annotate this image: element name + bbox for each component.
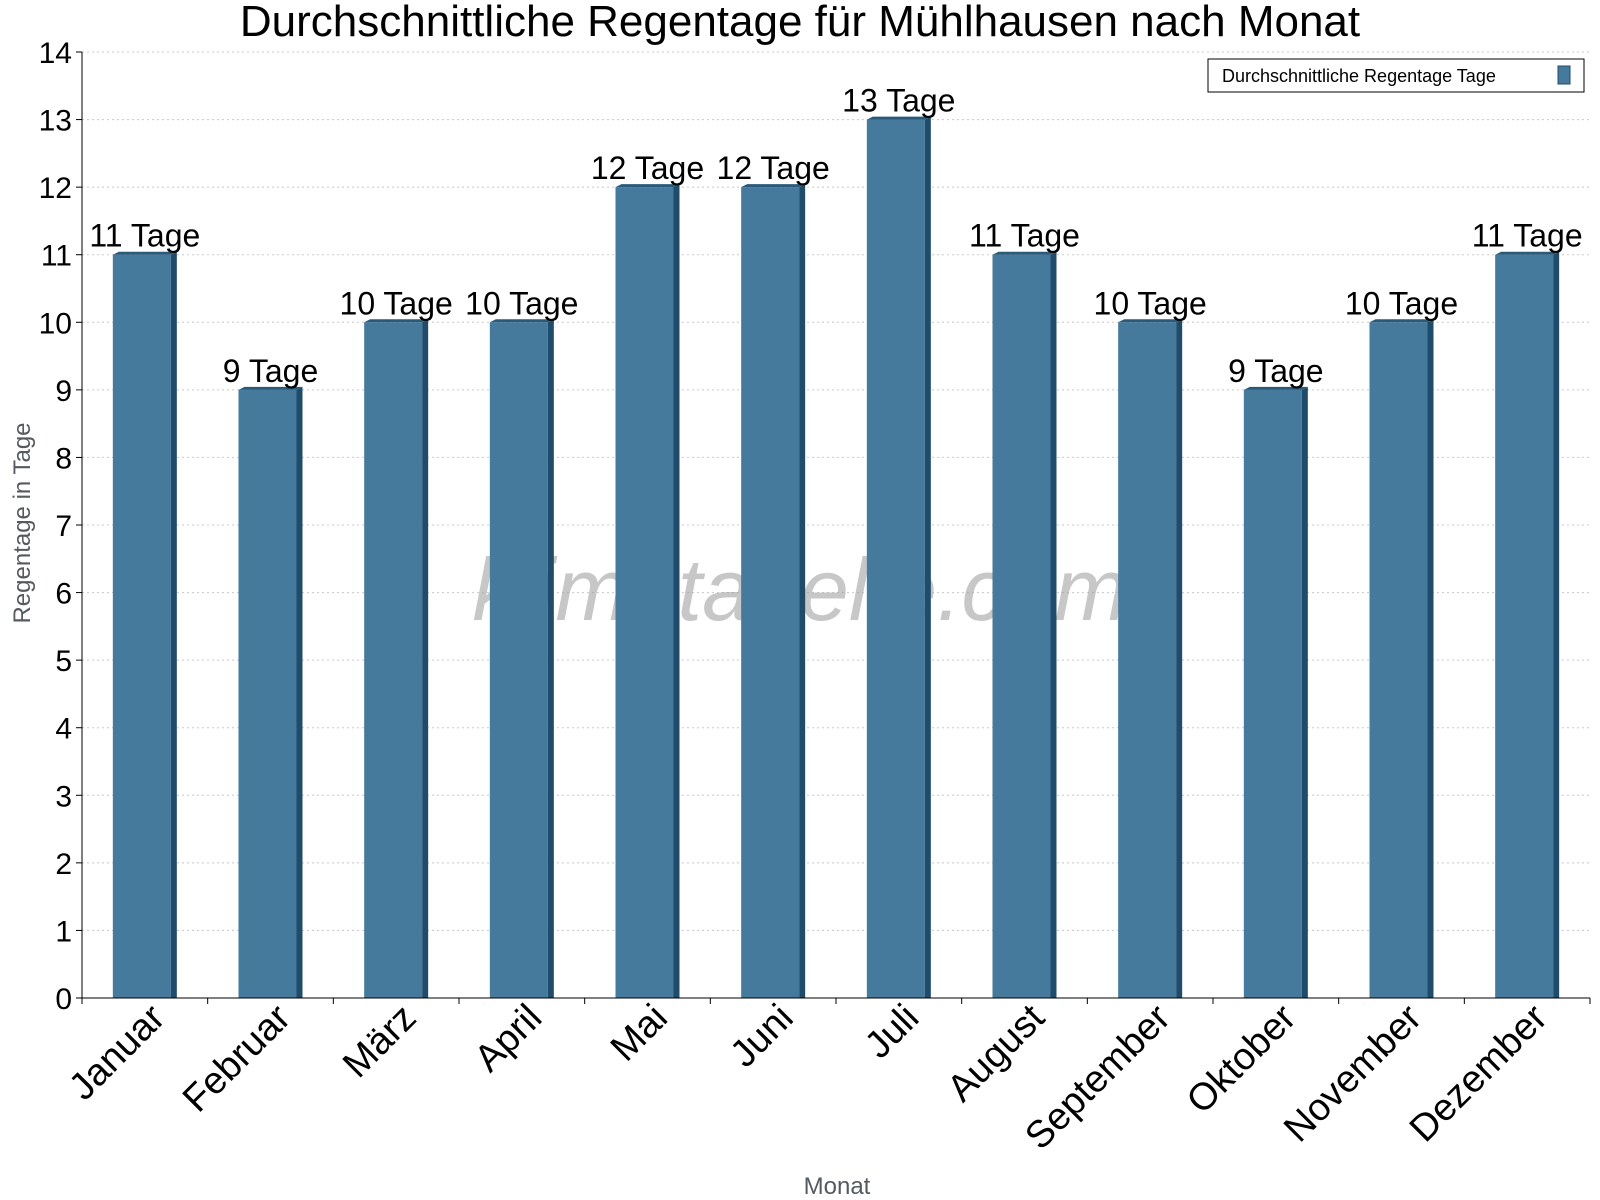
bar (1495, 251, 1560, 998)
bar (489, 319, 554, 998)
bar-top (741, 184, 806, 188)
y-tick-label: 8 (55, 442, 72, 475)
data-label: 10 Tage (465, 285, 578, 321)
bar (112, 251, 177, 998)
legend: Durchschnittliche Regentage Tage (1207, 58, 1585, 93)
bar-top (489, 319, 554, 323)
data-label: 9 Tage (1228, 353, 1324, 389)
bar-side (422, 319, 429, 998)
x-tick-label: Mai (603, 997, 676, 1070)
y-tick-label: 5 (55, 645, 72, 678)
bar (238, 386, 303, 998)
chart-title: Durchschnittliche Regentage für Mühlhaus… (240, 0, 1360, 46)
bar-side (1301, 386, 1308, 998)
bar (1118, 319, 1183, 998)
data-labels: 11 Tage 9 Tage 10 Tage 10 Tage 12 Tage 12 Tag… (89, 83, 1582, 389)
bar (992, 251, 1057, 998)
x-ticks: Januar Februar März April Mai Juni Juli AugustS… (61, 996, 1591, 1158)
data-label: 11 Tage (1472, 218, 1583, 254)
bar-top (615, 184, 680, 188)
data-label: 13 Tage (842, 83, 955, 119)
y-tick-label: 3 (55, 780, 72, 813)
x-tick-label: Januar (61, 996, 173, 1108)
bar-top (1495, 251, 1560, 255)
x-tick-label: April (467, 997, 550, 1080)
y-tick-label: 2 (55, 848, 72, 881)
grid (82, 51, 1590, 931)
bar-face (364, 322, 423, 998)
bar-face (1243, 389, 1302, 998)
bar-side (673, 184, 680, 999)
bar (741, 184, 806, 999)
legend-box (1207, 58, 1585, 93)
bar-side (1427, 319, 1434, 998)
x-tick-label: März (335, 997, 424, 1086)
bar (364, 319, 429, 998)
x-tick-label: Dezember (1402, 996, 1556, 1150)
bar-top (1369, 319, 1434, 323)
bar-side (924, 116, 931, 999)
y-axis-title: Regentage in Tage (9, 422, 36, 623)
x-tick-label: Februar (175, 996, 299, 1120)
y-tick-label: 6 (55, 578, 72, 611)
legend-swatch (1557, 65, 1571, 85)
bar-side (1050, 251, 1057, 998)
bar-side (1553, 251, 1560, 998)
y-tick-label: 10 (39, 307, 72, 340)
bar-top (364, 319, 429, 323)
bar-side (799, 184, 806, 999)
bar-face (238, 389, 297, 998)
x-tick-label: Juli (857, 997, 927, 1067)
bar-top (238, 386, 303, 390)
y-tick-label: 11 (41, 240, 72, 273)
bar (1243, 386, 1308, 998)
bar-top (112, 251, 177, 255)
bar-face (1118, 322, 1177, 998)
bar (866, 116, 931, 999)
y-tick-label: 9 (55, 375, 72, 408)
data-label: 12 Tage (717, 150, 830, 186)
bar-side (296, 386, 303, 998)
bar (615, 184, 680, 999)
legend-label: Durchschnittliche Regentage Tage (1222, 66, 1496, 86)
bar-face (1495, 254, 1554, 998)
bar-face (866, 119, 925, 999)
bars (112, 116, 1560, 999)
x-tick-label: August (940, 996, 1054, 1110)
y-tick-label: 13 (39, 105, 72, 138)
bar (1369, 319, 1434, 998)
bar-face (741, 187, 800, 999)
bar-top (1243, 386, 1308, 390)
y-tick-label: 0 (55, 983, 72, 1016)
bar-top (992, 251, 1057, 255)
x-tick-label: Oktober (1179, 996, 1305, 1122)
bar-top (1118, 319, 1183, 323)
data-label: 11 Tage (89, 218, 200, 254)
data-label: 10 Tage (340, 285, 453, 321)
bar-face (615, 187, 674, 999)
bar-side (170, 251, 177, 998)
y-tick-label: 4 (55, 713, 72, 746)
y-tick-label: 7 (55, 510, 72, 543)
bar-side (547, 319, 554, 998)
y-tick-label: 12 (39, 172, 72, 205)
data-label: 12 Tage (591, 150, 704, 186)
x-tick-label: Juni (723, 997, 802, 1076)
bar-face (992, 254, 1051, 998)
bar-side (1176, 319, 1183, 998)
bar-face (489, 322, 548, 998)
bar-top (866, 116, 931, 120)
y-tick-label: 14 (39, 37, 72, 70)
x-axis-title: Monat (804, 1173, 871, 1200)
bar-face (1369, 322, 1428, 998)
data-label: 11 Tage (969, 218, 1080, 254)
data-label: 9 Tage (223, 353, 319, 389)
data-label: 10 Tage (1094, 285, 1207, 321)
bar-face (112, 254, 171, 998)
x-tick-label: November (1276, 996, 1430, 1150)
y-tick-label: 1 (55, 915, 72, 948)
data-label: 10 Tage (1345, 285, 1458, 321)
